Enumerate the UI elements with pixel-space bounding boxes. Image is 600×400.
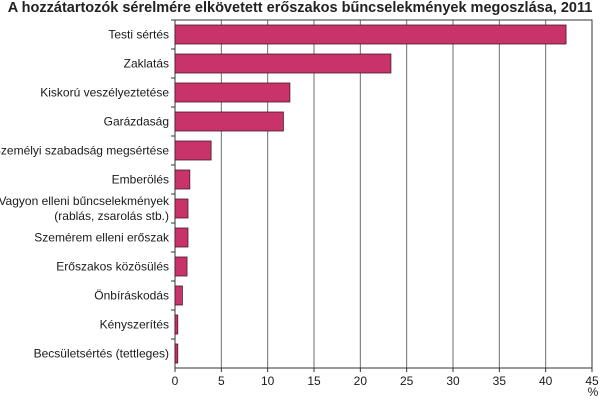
- category-label-line: Vagyon elleni bűncselekmények: [0, 194, 170, 208]
- category-label: Személyi szabadság megsértése: [0, 144, 169, 158]
- category-label-line: Önbíráskodás: [94, 289, 169, 303]
- category-label: Erőszakos közösülés: [56, 260, 169, 274]
- category-label-line: Személyi szabadság megsértése: [0, 144, 169, 158]
- bar: [174, 24, 567, 45]
- bar: [174, 198, 189, 219]
- category-label: Vagyon elleni bűncselekmények (rablás, zs…: [0, 194, 170, 223]
- category-label-line: (rablás, zsarolás stb.): [54, 209, 169, 223]
- category-label: Becsületsértés (tettleges): [34, 347, 169, 361]
- bar: [174, 82, 291, 103]
- x-tick-label: 25: [400, 374, 414, 388]
- category-label: Kiskorú veszélyeztetése: [40, 86, 169, 100]
- bar: [174, 343, 179, 364]
- category-label: Garázdaság: [104, 115, 169, 129]
- x-axis-ticks: 0 5 10 15 20 25 30 35 40 45: [172, 368, 599, 388]
- bar: [174, 314, 179, 335]
- x-tick-label: 30: [446, 374, 460, 388]
- bars: [174, 24, 567, 364]
- category-label: Zaklatás: [124, 57, 169, 71]
- category-label-line: Kényszerítés: [100, 318, 169, 332]
- x-tick-label: 35: [493, 374, 507, 388]
- category-label: Emberölés: [112, 173, 169, 187]
- category-label-line: Testi sértés: [108, 28, 169, 42]
- x-tick-label: 0: [172, 374, 179, 388]
- bar: [174, 53, 392, 74]
- bar: [174, 111, 284, 132]
- category-label: Testi sértés: [108, 28, 169, 42]
- x-tick-label: 20: [354, 374, 368, 388]
- x-tick-label: 40: [539, 374, 553, 388]
- category-label-line: Becsületsértés (tettleges): [34, 347, 169, 361]
- x-tick-label: 5: [218, 374, 225, 388]
- category-label-line: Garázdaság: [104, 115, 169, 129]
- category-label: Szemérem elleni erőszak: [34, 231, 170, 245]
- x-tick-label: 10: [261, 374, 275, 388]
- category-label-line: Erőszakos közösülés: [56, 260, 169, 274]
- bar: [174, 140, 212, 161]
- category-label-line: Zaklatás: [124, 57, 169, 71]
- x-tick-label: 45: [585, 374, 599, 388]
- category-labels: Testi sértés Zaklatás Kiskorú veszélyeztet…: [0, 19, 175, 361]
- bar: [174, 169, 191, 190]
- bar: [174, 256, 188, 277]
- category-label-line: Kiskorú veszélyeztetése: [40, 86, 169, 100]
- category-label: Önbíráskodás: [94, 289, 169, 303]
- x-tick-label: 15: [307, 374, 321, 388]
- chart-title: A hozzátartozók sérelmére elkövetett erő…: [7, 0, 593, 16]
- bar: [174, 227, 189, 248]
- bar: [174, 285, 183, 306]
- x-axis-unit-label: %: [588, 385, 599, 399]
- category-label-line: Emberölés: [112, 173, 169, 187]
- category-label: Kényszerítés: [100, 318, 169, 332]
- category-label-line: Szemérem elleni erőszak: [34, 231, 170, 245]
